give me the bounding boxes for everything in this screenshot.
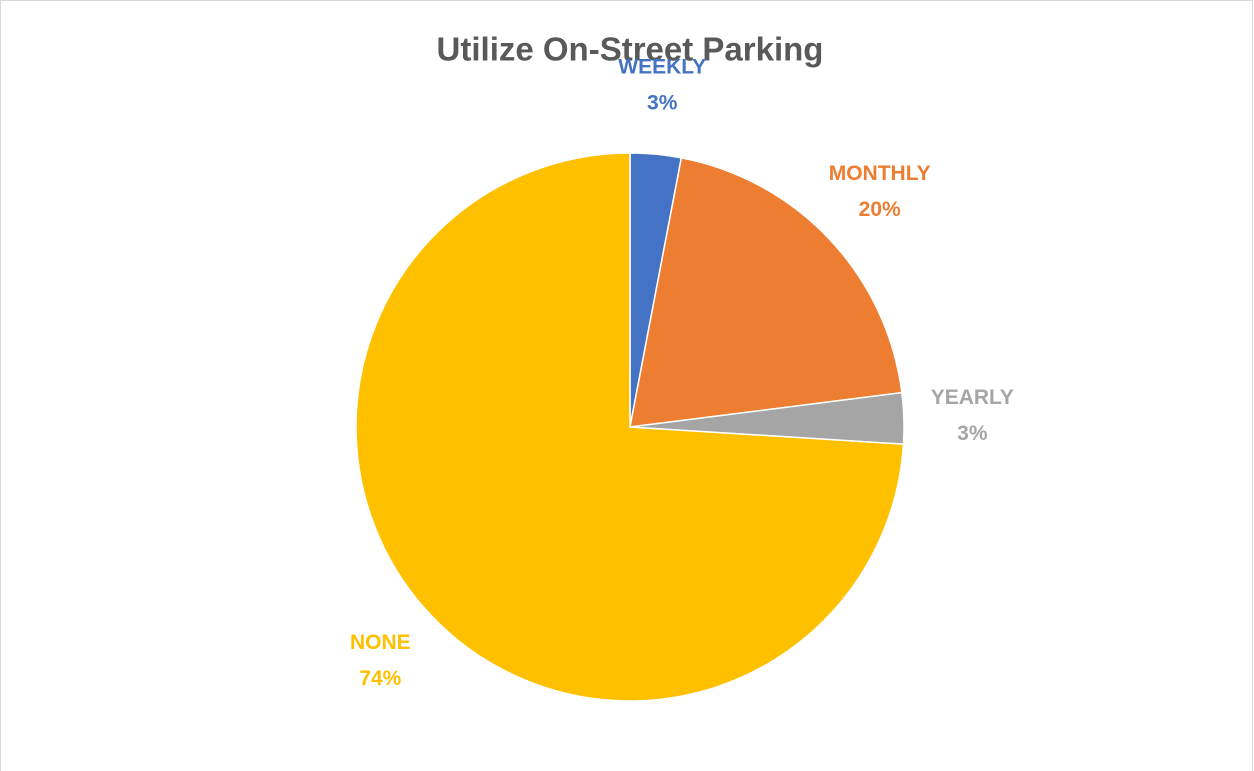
slice-value-label: 74% [359,667,401,690]
slice-value-label: 3% [647,92,678,115]
slice-label: YEARLY [931,386,1014,409]
slice-value-label: 20% [859,198,901,221]
slice-value-label: 3% [957,422,988,445]
chart-title: Utilize On-Street Parking [437,31,824,68]
slice-label: WEEKLY [618,56,706,79]
slice-label: NONE [350,631,411,654]
pie-slice [355,152,905,702]
slice-label: MONTHLY [829,162,931,185]
pie-slice [629,156,903,428]
